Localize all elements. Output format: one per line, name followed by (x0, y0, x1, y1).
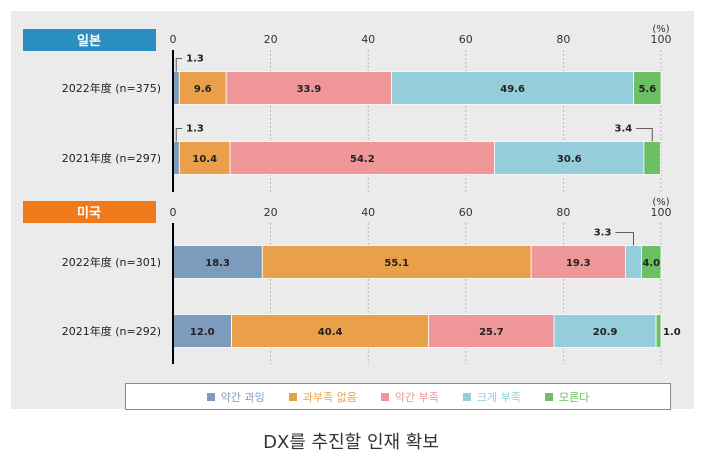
data-label: 1.3 (186, 124, 204, 135)
data-label: 10.4 (192, 154, 217, 165)
data-label: 4.0 (642, 258, 660, 269)
bar-segment (655, 314, 662, 348)
bar-segment (178, 141, 231, 175)
bar-segment (172, 314, 232, 348)
data-label: 3.3 (594, 228, 612, 239)
row-label: 2021年度 (n=292) (62, 324, 161, 338)
bar-segment (229, 141, 495, 175)
bar-segment (428, 314, 555, 348)
data-label: 54.2 (350, 154, 375, 165)
x-tick-label: 60 (459, 206, 473, 219)
data-label: 55.1 (384, 258, 409, 269)
row-label: 2022年度 (n=375) (62, 81, 161, 95)
legend-item: 과부족 없음 (288, 389, 357, 405)
data-label: 5.6 (638, 84, 656, 95)
data-label: 19.3 (566, 258, 591, 269)
data-label: 18.3 (205, 258, 230, 269)
legend-item: 모른다 (544, 389, 590, 405)
legend-swatch (206, 392, 215, 401)
leader-line (636, 128, 653, 142)
x-tick-label: 0 (170, 33, 177, 46)
x-tick-label: 0 (170, 206, 177, 219)
legend-label: 약간 과잉 (220, 390, 265, 404)
row-label: 2022年度 (n=301) (62, 255, 161, 269)
bar-segment (261, 245, 532, 279)
legend-item: 약간 과잉 (206, 389, 265, 405)
legend-swatch (288, 392, 297, 401)
data-label: 1.3 (186, 54, 204, 65)
bar-segment (553, 314, 657, 348)
bar-segment (643, 141, 661, 175)
x-tick-label: 80 (556, 33, 570, 46)
data-label: 3.4 (614, 124, 632, 135)
bar-segment (231, 314, 430, 348)
legend-swatch (380, 392, 389, 401)
data-label: 33.9 (297, 84, 322, 95)
bar-segment (172, 245, 263, 279)
bar-segment (178, 71, 227, 105)
leader-line (615, 232, 634, 246)
data-label: 9.6 (194, 84, 212, 95)
bar-segment (494, 141, 645, 175)
legend-label: 약간 부족 (394, 390, 439, 404)
data-label: 49.6 (500, 84, 525, 95)
x-tick-label: 60 (459, 33, 473, 46)
legend-label: 모른다 (558, 390, 590, 404)
x-tick-label: 20 (264, 206, 278, 219)
chart-panel: 일본 0 20 40 60 80 100 (%) 2022年度 (n=375) 1.3 9.6 33.… (11, 11, 694, 410)
x-tick-label: 40 (361, 33, 375, 46)
x-tick-label: 80 (556, 206, 570, 219)
data-label: 30.6 (557, 154, 582, 165)
group-header-tab (23, 29, 156, 51)
data-label: 25.7 (479, 327, 504, 338)
chart-svg: 일본 0 20 40 60 80 100(%)2022年度 (n=375)1.39.6 33.… (23, 24, 681, 364)
legend: 약간 과잉 과부족 없음 약간 부족 크게 부족 모른다 (125, 383, 671, 410)
bar-segment (633, 71, 662, 105)
data-label: 12.0 (190, 327, 215, 338)
data-label: 20.9 (593, 327, 618, 338)
legend-swatch (462, 392, 471, 401)
x-tick-label: 100 (651, 33, 672, 46)
group-header-tab (23, 201, 156, 223)
legend-label: 과부족 없음 (302, 390, 357, 404)
legend-swatch (544, 392, 553, 401)
legend-label: 크게 부족 (476, 390, 521, 404)
group-header-label: 미국 (77, 205, 101, 221)
x-tick-label: 20 (264, 33, 278, 46)
leader-line (175, 128, 183, 142)
legend-item: 약간 부족 (380, 389, 439, 405)
row-label: 2021年度 (n=297) (62, 151, 161, 165)
legend-item: 크게 부족 (462, 389, 521, 405)
unit-label: (%) (652, 24, 669, 35)
data-label: 1.0 (663, 327, 681, 338)
bar-segment (641, 245, 662, 279)
bar-segment (624, 245, 642, 279)
bar-segment (530, 245, 626, 279)
unit-label: (%) (652, 197, 669, 208)
bar-segment (225, 71, 393, 105)
data-label: 40.4 (318, 327, 343, 338)
bar-segment (391, 71, 635, 105)
x-tick-label: 40 (361, 206, 375, 219)
x-tick-label: 100 (651, 206, 672, 219)
group-header-label: 일본 (77, 34, 101, 49)
chart-caption: DX를 추진할 인재 확보 (263, 432, 439, 453)
leader-line (175, 58, 183, 72)
